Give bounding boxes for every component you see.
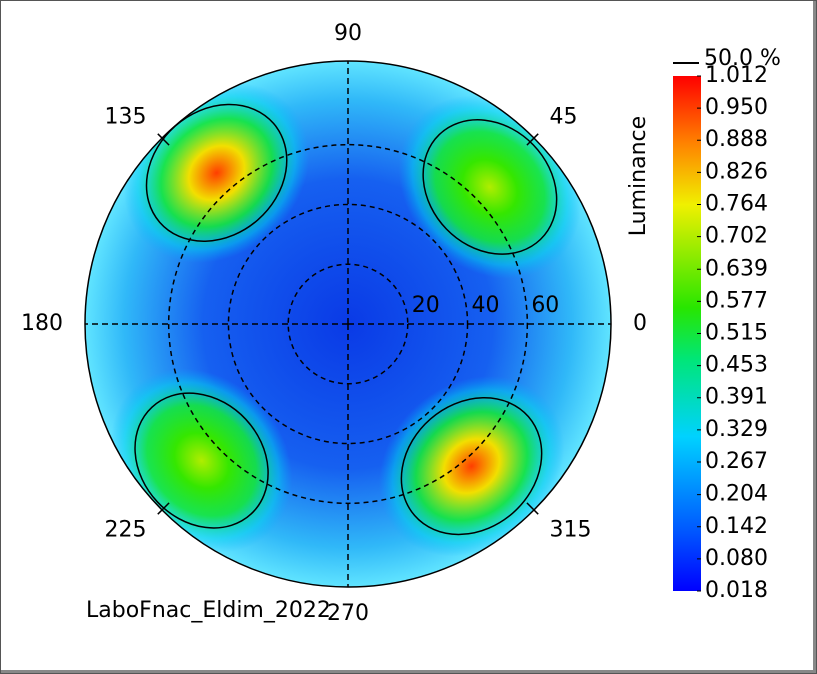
angle-tick-label: 270 [327,601,369,626]
contour-50 [145,103,288,242]
heatmap [85,61,611,587]
colorbar-tick-label: 0.018 [705,578,768,603]
angle-tick-label: 135 [104,104,146,129]
colorbar-tick-label: 0.204 [705,482,768,507]
angle-tick-label: 90 [334,21,362,46]
contour-50 [400,397,543,536]
grid [85,61,611,587]
angle-tick-label: 45 [550,104,578,129]
colorbar-tick-label: 0.639 [705,256,768,281]
colorbar-tick-label: 0.142 [705,514,768,539]
colorbar-tick-label: 0.515 [705,321,768,346]
angle-tick-label: 0 [633,311,647,336]
radial-grid-circle [167,143,529,505]
colorbar-tick-label: 0.329 [705,417,768,442]
radial-tick-label: 40 [472,293,500,318]
colorbar-tick-label: 0.577 [705,288,768,313]
colorbar-tick-label: 0.702 [705,224,768,249]
radial-grid-circle [287,263,409,385]
contour-50 [422,119,558,255]
contour-legend-label: 50.0 % [704,46,781,71]
colorbar-tick-label: 0.950 [705,95,768,120]
colorbar-tick-label: 0.888 [705,127,768,152]
angle-tick-label: 180 [21,311,63,336]
colorbar [673,76,701,591]
colorbar-tick-label: 0.391 [705,385,768,410]
angle-tick-mark [526,133,539,146]
colorbar-tick-label: 0.267 [705,449,768,474]
peak [398,95,582,279]
colorbar-title: Luminance [626,116,651,236]
angle-tick-mark [526,502,539,515]
colorbar-tick-label: 1.012 [705,63,768,88]
radial-tick-label: 60 [531,293,559,318]
colorbar-tick-label: 0.080 [705,546,768,571]
radial-grid-circle [227,203,469,445]
angle-tick-label: 225 [104,518,146,543]
radial-tick-label: 20 [412,293,440,318]
contour-50 [134,392,269,529]
angle-tick-label: 315 [550,518,592,543]
peak [378,375,565,557]
footnote: LaboFnac_Eldim_2022 [86,598,331,623]
colorbar-tick-label: 0.826 [705,159,768,184]
colorbar-tick-label: 0.453 [705,353,768,378]
colorbar-tick-label: 0.764 [705,191,768,216]
